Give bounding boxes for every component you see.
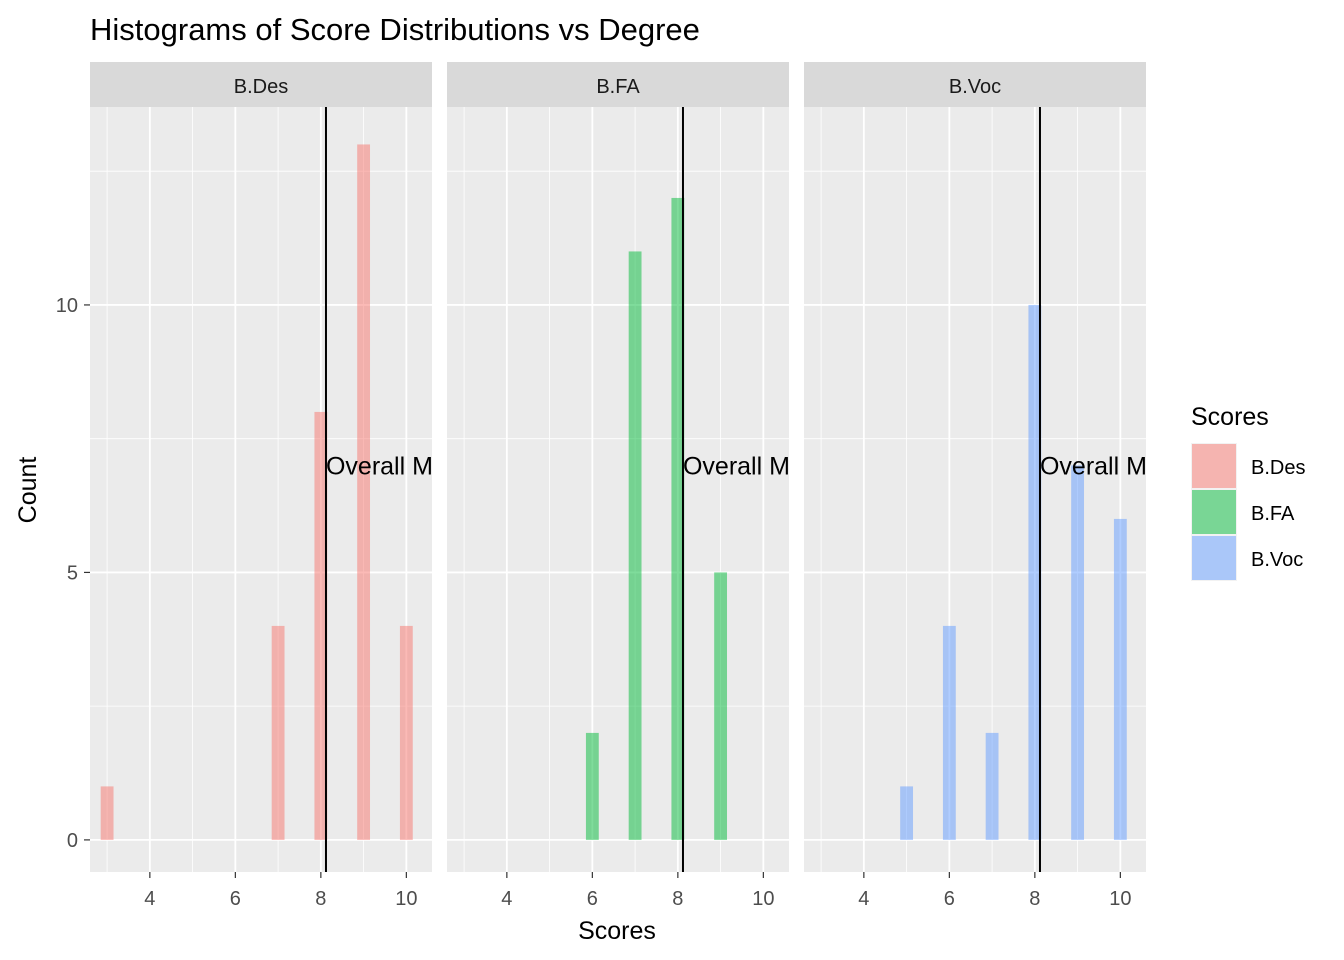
- x-tick-label: 6: [230, 888, 241, 910]
- legend-item: B.Voc: [1191, 535, 1303, 581]
- reference-line-label: Overall M: [683, 452, 790, 480]
- facet-panel-bfa: B.FA Overall M 4 6 8 10: [447, 62, 790, 910]
- histogram-bar: [399, 625, 413, 840]
- panel-background: [804, 107, 1146, 872]
- reference-line-label: Overall M: [326, 452, 433, 480]
- legend-label: B.Des: [1251, 457, 1305, 479]
- x-tick-label: 10: [395, 888, 417, 910]
- histogram-bar: [314, 411, 328, 840]
- legend-item: B.Des: [1191, 443, 1305, 489]
- facet-strip: [804, 62, 1146, 107]
- panel-background: [447, 107, 789, 872]
- facet-strip-label: B.Voc: [949, 76, 1001, 98]
- legend-label: B.Voc: [1251, 549, 1303, 571]
- x-tick-label: 8: [315, 888, 326, 910]
- y-tick-label: 0: [67, 830, 78, 852]
- facet-panel-bvoc: B.Voc Overall M 4 6 8 10: [804, 62, 1147, 910]
- facet-strip: [90, 62, 432, 107]
- legend-key-swatch: [1192, 490, 1236, 534]
- panel-background: [90, 107, 432, 872]
- histogram-bar: [628, 251, 642, 840]
- legend-title: Scores: [1191, 403, 1269, 431]
- x-tick-label: 4: [501, 888, 512, 910]
- x-axis-title: Scores: [578, 917, 656, 945]
- legend-label: B.FA: [1251, 503, 1295, 525]
- y-tick-label: 10: [56, 295, 78, 317]
- histogram-bar: [942, 625, 956, 840]
- x-tick-label: 8: [1029, 888, 1040, 910]
- histogram-bar: [671, 197, 685, 840]
- x-tick-label: 4: [858, 888, 869, 910]
- histogram-bar: [357, 144, 371, 840]
- histogram-bar: [1113, 518, 1127, 840]
- legend: Scores B.Des B.FA B.Voc: [1191, 403, 1305, 581]
- axes-layer: 0 5 10: [56, 295, 90, 852]
- y-axis-title: Count: [14, 457, 42, 524]
- histogram-bar: [985, 732, 999, 840]
- legend-key-swatch: [1192, 444, 1236, 488]
- chart-title: Histograms of Score Distributions vs Deg…: [90, 12, 700, 47]
- x-tick-label: 10: [752, 888, 774, 910]
- x-tick-label: 8: [672, 888, 683, 910]
- facet-panel-bdes: B.Des Overall M 4 6 8 10: [90, 62, 433, 910]
- histogram-bar: [271, 625, 285, 840]
- histogram-bar: [1028, 304, 1042, 840]
- histogram-bar: [100, 786, 114, 840]
- y-tick-label: 5: [67, 562, 78, 584]
- x-tick-label: 6: [944, 888, 955, 910]
- histogram-bar: [585, 732, 599, 840]
- x-tick-label: 4: [144, 888, 155, 910]
- facet-strip: [447, 62, 789, 107]
- legend-item: B.FA: [1191, 489, 1295, 535]
- x-tick-label: 10: [1109, 888, 1131, 910]
- reference-line-label: Overall M: [1040, 452, 1147, 480]
- facet-strip-label: B.Des: [234, 76, 288, 98]
- facet-strip-label: B.FA: [596, 76, 640, 98]
- histogram-bar: [714, 572, 728, 840]
- x-tick-label: 6: [587, 888, 598, 910]
- legend-key-swatch: [1192, 536, 1236, 580]
- histogram-bar: [1071, 465, 1085, 840]
- histogram-bar: [900, 786, 914, 840]
